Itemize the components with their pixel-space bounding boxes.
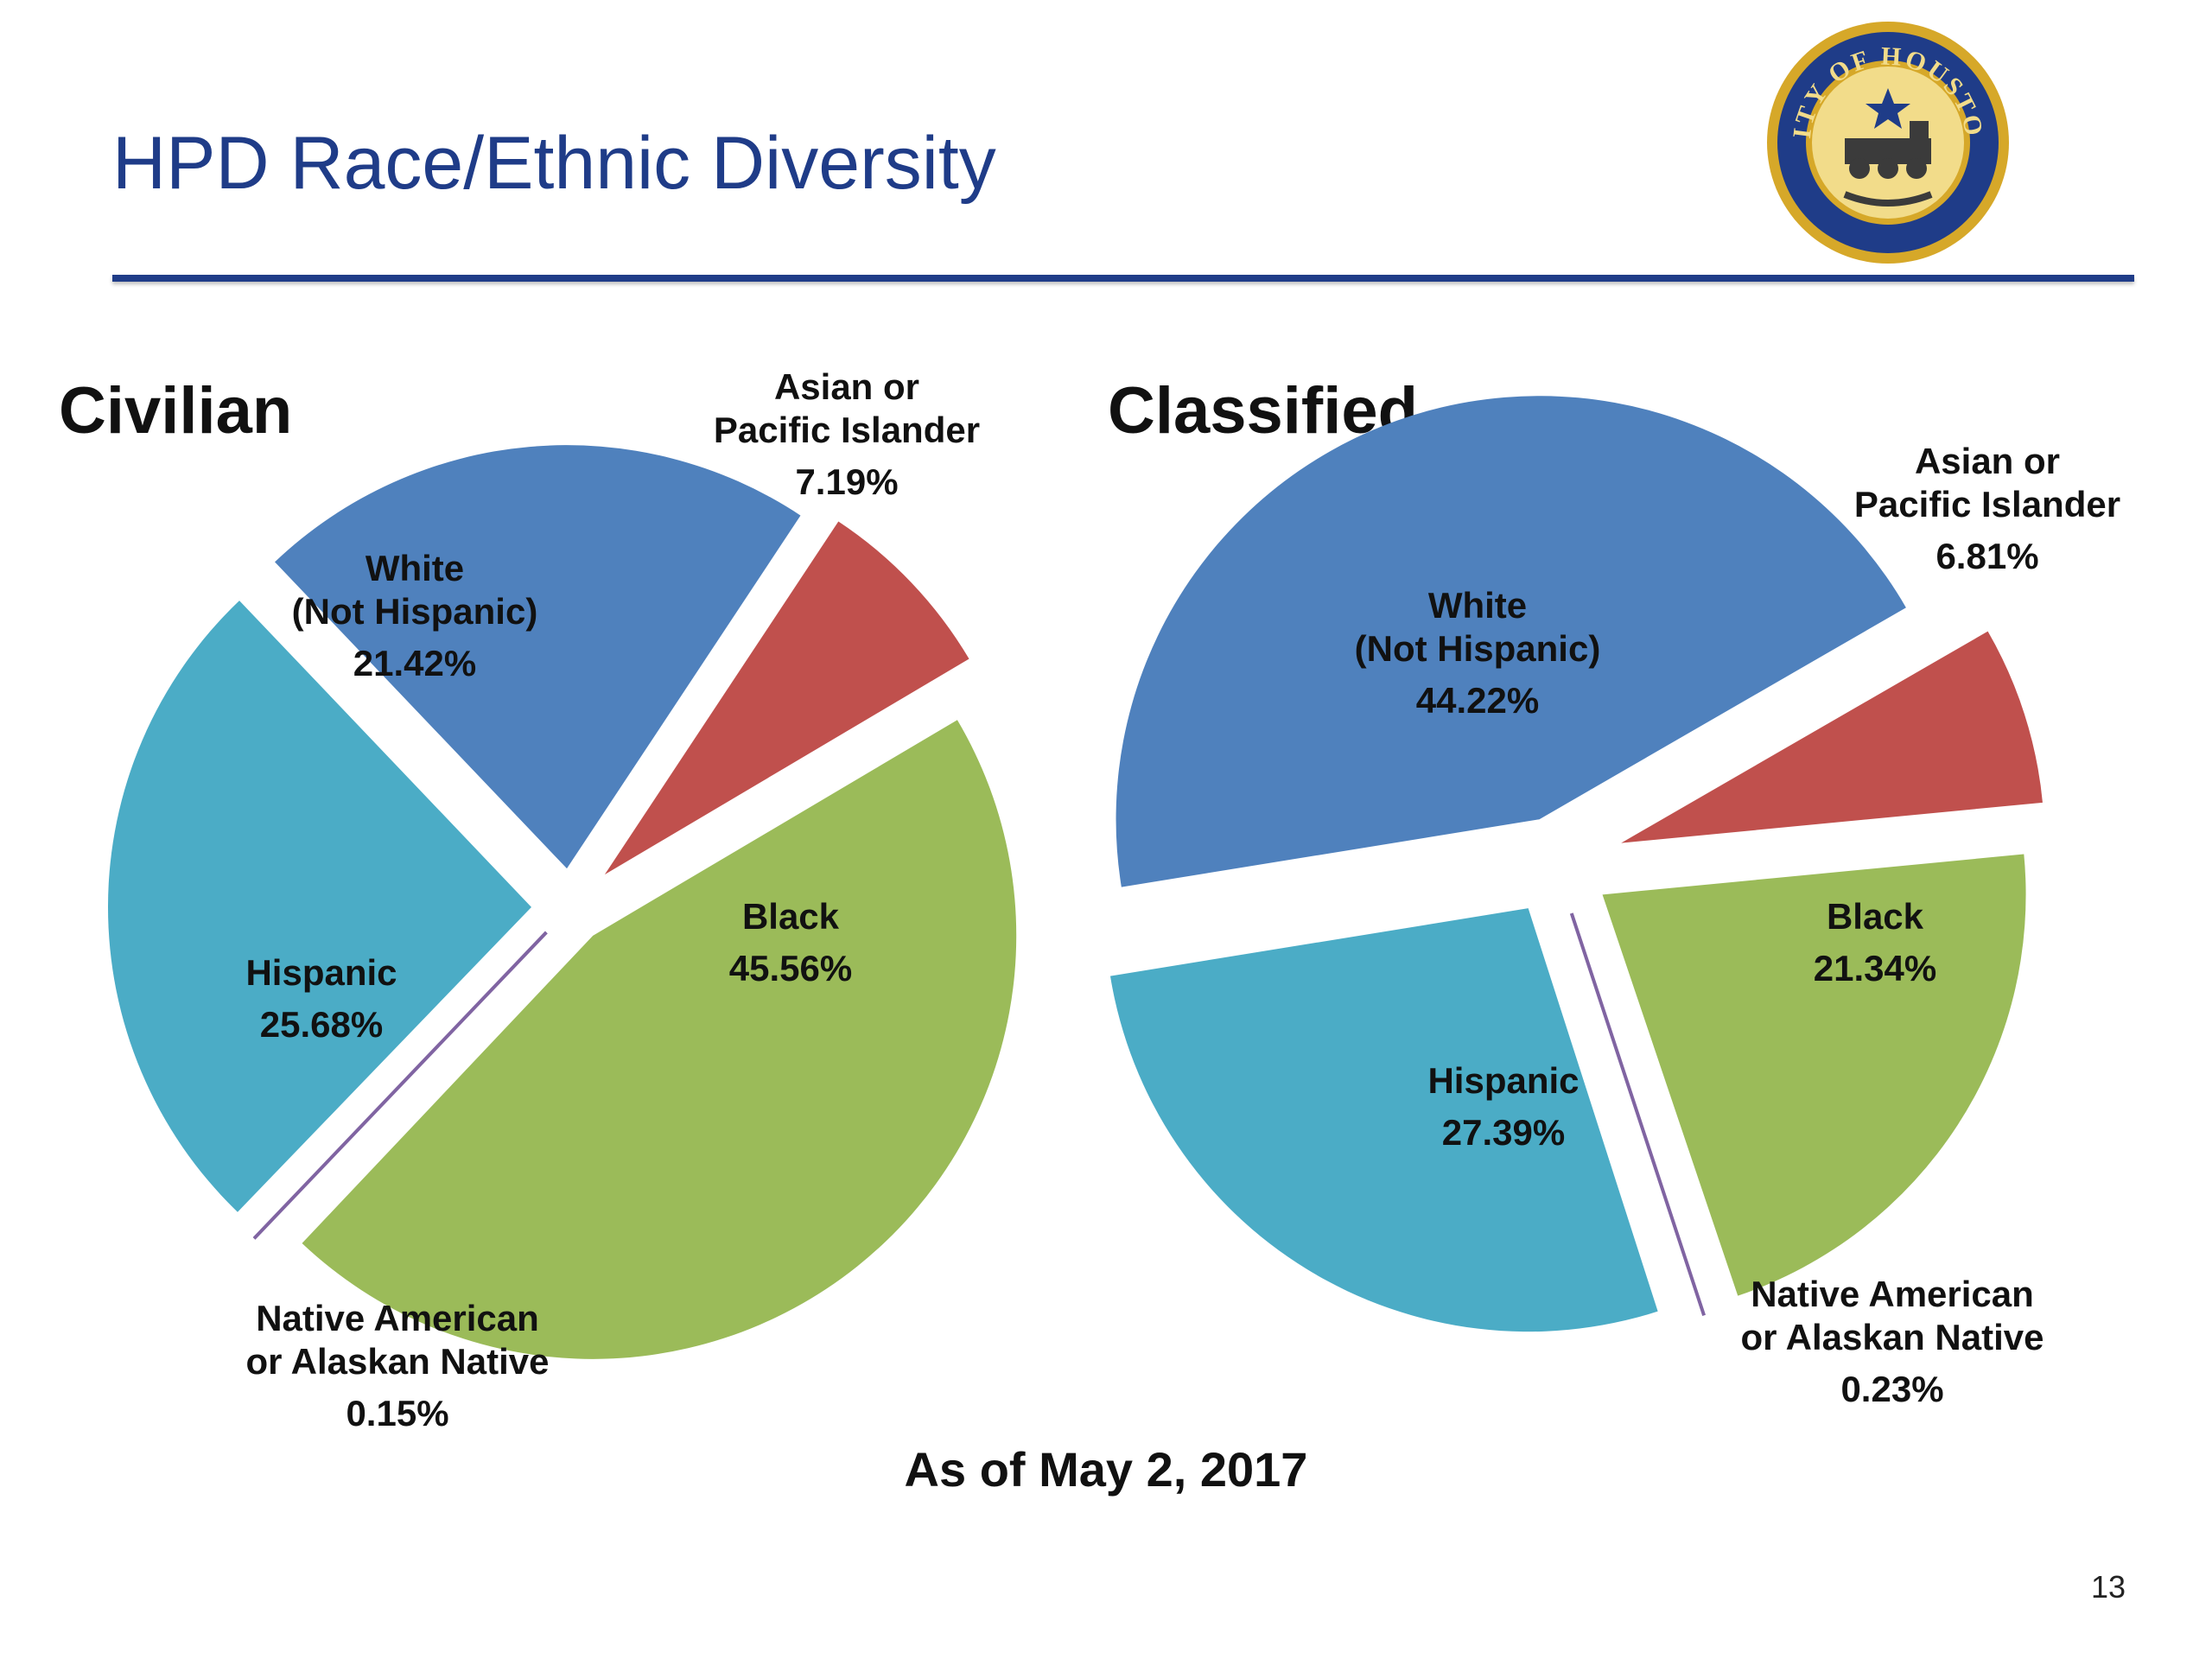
pie-slice-white xyxy=(1116,396,1906,887)
slice-value-white: 44.22% xyxy=(1416,680,1539,721)
pie-slice-native xyxy=(252,931,548,1240)
slice-value-white: 21.42% xyxy=(353,643,476,683)
pie-slice-hispanic xyxy=(108,601,532,1212)
city-seal-logo: CITY OF HOUSTON TEXAS xyxy=(1763,17,2009,264)
slice-value-black: 45.56% xyxy=(729,948,852,988)
slice-label-native: Native American or Alaskan Native 0.15% xyxy=(246,1298,550,1433)
slice-value-native: 0.23% xyxy=(1840,1369,1943,1409)
as-of-date: As of May 2, 2017 xyxy=(904,1442,1308,1497)
slice-value-black: 21.34% xyxy=(1814,948,1936,988)
pie-slice-black xyxy=(1602,854,2026,1296)
slice-value-hispanic: 25.68% xyxy=(260,1004,383,1045)
pie-slice-asian xyxy=(604,521,969,875)
slice-label-asian: Asian or Pacific Islander 6.81% xyxy=(1854,441,2120,576)
slice-label-white: White (Not Hispanic) 21.42% xyxy=(292,548,538,683)
pie-slice-asian xyxy=(1621,631,2043,843)
pie-slice-black xyxy=(302,720,1017,1359)
slice-label-black: Black 45.56% xyxy=(729,896,852,988)
slice-value-asian: 7.19% xyxy=(795,461,898,502)
slice-value-native: 0.15% xyxy=(346,1393,448,1433)
slice-label-asian: Asian or Pacific Islander 7.19% xyxy=(714,366,980,502)
slice-label-native: Native American or Alaskan Native 0.23% xyxy=(1741,1274,2044,1409)
slice-value-hispanic: 27.39% xyxy=(1442,1112,1565,1153)
pie-slice-white xyxy=(275,445,801,869)
civilian-pie xyxy=(108,445,1017,1359)
slice-label-white: White (Not Hispanic) 44.22% xyxy=(1355,585,1601,721)
pie-slice-native xyxy=(1569,912,1707,1317)
slice-value-asian: 6.81% xyxy=(1936,536,2038,576)
classified-pie xyxy=(1109,396,2043,1332)
title-divider xyxy=(112,275,2134,282)
classified-labels: Asian or Pacific Islander 6.81% Black 21.34%… xyxy=(1355,441,2120,1409)
pie-slice-hispanic xyxy=(1109,908,1658,1332)
slice-label-black: Black 21.34% xyxy=(1814,896,1936,988)
slice-label-hispanic: Hispanic 27.39% xyxy=(1427,1060,1579,1153)
civilian-chart-title: Civilian xyxy=(59,374,293,448)
slice-label-hispanic: Hispanic 25.68% xyxy=(245,952,397,1045)
page-title: HPD Race/Ethnic Diversity xyxy=(112,122,996,205)
civilian-labels: Asian or Pacific Islander 7.19% Black 45.56%… xyxy=(245,366,980,1433)
page-number: 13 xyxy=(2090,1569,2126,1605)
